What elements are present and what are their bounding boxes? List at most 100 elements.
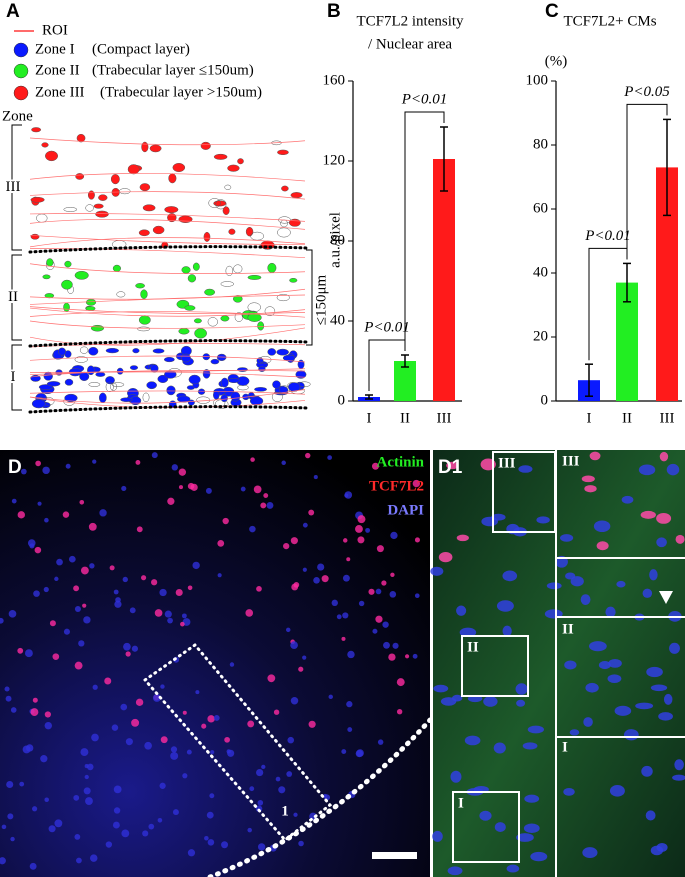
- nucleus: [80, 748, 89, 757]
- nucleus: [237, 367, 248, 372]
- nucleus: [10, 707, 17, 713]
- nucleus: [85, 306, 96, 311]
- nucleus: [129, 607, 136, 614]
- nucleus: [438, 552, 453, 563]
- x-tick-label: III: [660, 410, 675, 426]
- nucleus: [582, 847, 598, 858]
- nucleus: [213, 153, 228, 160]
- nucleus: [127, 164, 140, 175]
- nucleus: [213, 390, 220, 400]
- nucleus: [302, 522, 308, 528]
- nucleus: [44, 721, 53, 730]
- legend-label: Zone I: [35, 41, 75, 57]
- nucleus: [308, 509, 315, 516]
- nucleus: [247, 313, 262, 322]
- nucleus: [327, 455, 332, 460]
- nucleus: [347, 650, 355, 659]
- nucleus: [496, 600, 514, 612]
- nucleus: [494, 822, 506, 832]
- legend-marker: [13, 63, 29, 79]
- nucleus: [267, 348, 277, 356]
- nucleus: [456, 534, 469, 542]
- nucleus: [149, 144, 162, 153]
- nucleus: [30, 196, 45, 203]
- nucleus: [375, 615, 383, 623]
- nucleus: [290, 537, 298, 545]
- nucleus: [65, 463, 71, 469]
- nucleus: [228, 228, 236, 235]
- nucleus: [663, 693, 673, 705]
- nucleus: [184, 305, 196, 311]
- nucleus: [588, 641, 607, 652]
- nucleus: [321, 575, 329, 583]
- nucleus: [276, 348, 289, 356]
- nucleus: [202, 369, 211, 379]
- nucleus: [87, 365, 95, 376]
- roi-outline: [29, 369, 306, 376]
- nucleus: [342, 612, 349, 619]
- nucleus: [206, 811, 214, 819]
- nucleus: [221, 841, 229, 849]
- nucleus: [114, 600, 122, 608]
- nucleus: [256, 585, 262, 592]
- nucleus: [357, 536, 365, 544]
- roi-outline: [29, 320, 306, 329]
- zone-boundary: [28, 339, 310, 348]
- nucleus: [95, 210, 109, 218]
- nucleus: [523, 823, 540, 834]
- nucleus: [92, 459, 97, 464]
- micrograph: [433, 450, 685, 877]
- zoom-box-label: III: [498, 455, 516, 471]
- nucleus: [614, 705, 632, 716]
- nucleus: [129, 365, 139, 370]
- nucleus: [584, 485, 597, 493]
- nucleus: [193, 318, 202, 324]
- nucleus: [138, 315, 151, 325]
- nucleus: [89, 563, 95, 569]
- nucleus: [414, 537, 420, 543]
- zone-boundary: [28, 245, 310, 254]
- nucleus: [249, 786, 255, 792]
- nucleus: [88, 522, 97, 531]
- nucleus: [228, 378, 240, 384]
- y-tick-label: 160: [323, 72, 346, 88]
- nucleus: [287, 736, 295, 744]
- nucleus: [293, 812, 298, 817]
- nucleus: [83, 616, 91, 624]
- roi-outline: [29, 390, 306, 395]
- nucleus: [616, 580, 626, 588]
- nucleus: [640, 510, 656, 519]
- nucleus: [11, 498, 17, 504]
- nucleus: [30, 233, 40, 240]
- nucleus: [46, 258, 54, 267]
- nucleus: [313, 475, 318, 480]
- legend-note: (Trabecular layer >150um): [100, 84, 262, 100]
- roi-outline: [29, 173, 306, 182]
- nucleus: [273, 709, 280, 715]
- nucleus: [83, 787, 91, 795]
- nucleus: [109, 565, 115, 571]
- nucleus: [459, 627, 477, 638]
- nucleus: [167, 497, 175, 505]
- nucleus: [245, 609, 254, 617]
- nucleus: [516, 699, 526, 707]
- chart-title: / Nuclear area: [368, 36, 452, 52]
- nucleus: [186, 749, 192, 755]
- nucleus: [220, 281, 234, 287]
- nucleus: [530, 851, 548, 862]
- nucleus: [44, 711, 51, 718]
- nucleus: [115, 597, 121, 603]
- nucleus: [659, 451, 669, 462]
- nucleus: [17, 647, 24, 654]
- nucleus: [175, 588, 183, 597]
- nucleus: [355, 749, 363, 758]
- nucleus: [182, 710, 187, 715]
- roi-outline: [29, 306, 306, 315]
- nucleus: [259, 356, 272, 364]
- nucleus: [187, 399, 195, 406]
- nucleus: [341, 749, 347, 755]
- nucleus: [49, 620, 56, 627]
- nucleus: [163, 357, 175, 363]
- nucleus: [266, 501, 274, 509]
- nucleus: [649, 569, 658, 581]
